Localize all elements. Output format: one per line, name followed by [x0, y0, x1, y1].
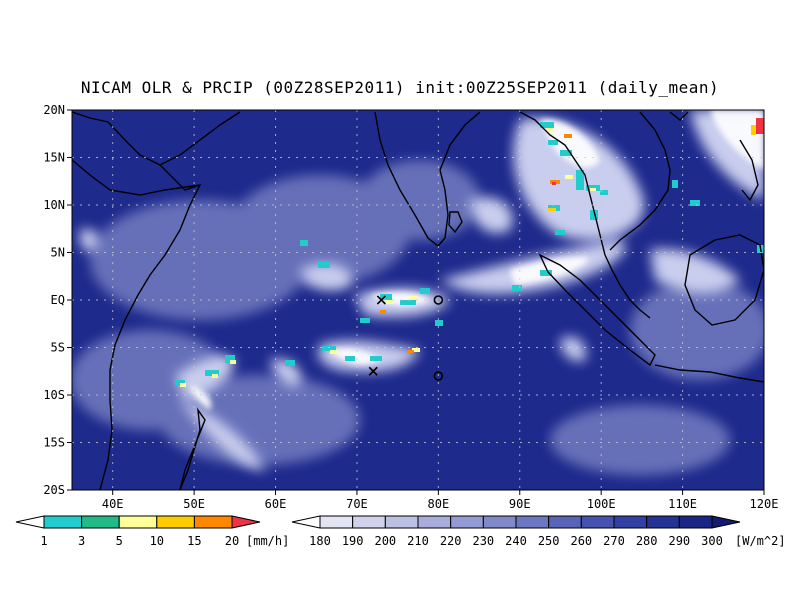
precip-colorbar-color-box: [156, 515, 195, 529]
sri-lanka-coast: [448, 211, 463, 234]
circle-marker: [433, 371, 444, 381]
olr-colorbar-label: 260: [570, 534, 592, 548]
myanmar-coast: [519, 111, 606, 256]
precip-colorbar-label: 5: [116, 534, 123, 548]
precip-colorbar-label: 3: [78, 534, 85, 548]
precip-colorbar-color-box: [193, 515, 233, 529]
madagascar-coast: [179, 407, 206, 490]
olr-colorbar-label: 230: [472, 534, 494, 548]
precip-colorbar-color-box: [43, 515, 83, 529]
lon-tick-label: 40E: [102, 497, 124, 511]
olr-cloud-field: [72, 110, 764, 475]
olr-colorbar-label: 200: [374, 534, 396, 548]
precip-colorbar-unit: [mm/h]: [246, 534, 289, 548]
olr-colorbar-label: 180: [309, 534, 331, 548]
lon-tick-label: 50E: [183, 497, 205, 511]
java-coast: [654, 364, 764, 383]
precip-colorbar-low-arrow: [15, 515, 45, 529]
olr-colorbar-label: 250: [538, 534, 560, 548]
indochina-coast: [609, 111, 671, 251]
olr-colorbar-label: 290: [668, 534, 690, 548]
lat-tick-label: 15N: [43, 151, 65, 165]
olr-colorbar-color-box: [319, 515, 354, 529]
lon-tick-label: 100E: [587, 497, 616, 511]
cross-marker: [376, 295, 386, 305]
lon-tick-label: 70E: [346, 497, 368, 511]
precip-colorbar-color-box: [118, 515, 158, 529]
borneo-coast: [684, 234, 764, 326]
cross-marker: [368, 366, 378, 376]
precipitation-colorbar: 1 3 5 10 15 20 [mm/h]: [15, 515, 289, 548]
lon-tick-label: 120E: [750, 497, 779, 511]
olr-colorbar-low-arrow: [291, 515, 321, 529]
coastlines: [72, 111, 764, 490]
precip-colorbar-color-box: [81, 515, 120, 529]
olr-colorbar-label: 220: [440, 534, 462, 548]
precip-colorbar-label: 10: [150, 534, 164, 548]
lat-tick-label: 5S: [51, 341, 65, 355]
olr-colorbar-color-box: [450, 515, 484, 529]
olr-colorbar-label: 240: [505, 534, 527, 548]
map-title: NICAM OLR & PRCIP (00Z28SEP2011) init:00…: [80, 78, 720, 97]
olr-colorbar-label: 280: [636, 534, 658, 548]
lon-tick-label: 80E: [428, 497, 450, 511]
lon-tick-label: 110E: [668, 497, 697, 511]
olr-colorbar-color-box: [515, 515, 550, 529]
malay-peninsula-coast: [604, 254, 651, 319]
precip-colorbar-label: 1: [40, 534, 47, 548]
circle-marker: [433, 295, 444, 305]
lat-tick-label: EQ: [51, 293, 65, 307]
lat-tick-label: 20S: [43, 483, 65, 497]
olr-colorbar-color-box: [678, 515, 713, 529]
lat-tick-label: 10S: [43, 388, 65, 402]
olr-colorbar-color-box: [548, 515, 582, 529]
horn-of-africa-coast: [72, 159, 202, 490]
olr-colorbar-color-box: [482, 515, 517, 529]
hainan-coast: [669, 111, 689, 121]
olr-colorbar-color-box: [613, 515, 648, 529]
precip-colorbar-label: 20: [225, 534, 239, 548]
axis-ticks: 40E 50E 60E 70E 80E 90E 100E 110E 120E 20N 15N 10N 5…: [43, 103, 778, 511]
precip-colorbar-label: 15: [187, 534, 201, 548]
arabian-coast: [72, 111, 241, 166]
olr-colorbar-color-box: [352, 515, 386, 529]
map-plot-area: [72, 110, 764, 490]
india-west-coast: [374, 111, 449, 247]
olr-colorbar-color-box: [646, 515, 680, 529]
olr-colorbar-label: 270: [603, 534, 625, 548]
lat-tick-label: 20N: [43, 103, 65, 117]
lat-tick-label: 5N: [51, 246, 65, 260]
olr-colorbar-label: 190: [342, 534, 364, 548]
lon-tick-label: 60E: [265, 497, 287, 511]
olr-colorbar-high-arrow: [711, 515, 741, 529]
philippines-coast: [739, 139, 759, 202]
india-east-coast: [439, 111, 481, 171]
lon-tick-label: 90E: [509, 497, 531, 511]
sumatra-coast: [538, 253, 656, 367]
olr-colorbar-color-box: [384, 515, 419, 529]
somalia-gulf-coast: [159, 164, 201, 191]
olr-colorbar-label: 300: [701, 534, 723, 548]
olr-colorbar-label: 210: [407, 534, 429, 548]
olr-colorbar: 180 190 200 210 220 230 240 250 260 270 280 290 300 […: [291, 515, 786, 548]
lat-tick-label: 10N: [43, 198, 65, 212]
precip-colorbar-high-arrow: [231, 515, 261, 529]
olr-colorbar-color-box: [417, 515, 452, 529]
storm-markers: [368, 295, 444, 381]
olr-colorbar-unit: [W/m^2]: [735, 534, 786, 548]
lat-tick-label: 15S: [43, 436, 65, 450]
gridlines: [72, 110, 764, 490]
olr-colorbar-color-box: [580, 515, 615, 529]
